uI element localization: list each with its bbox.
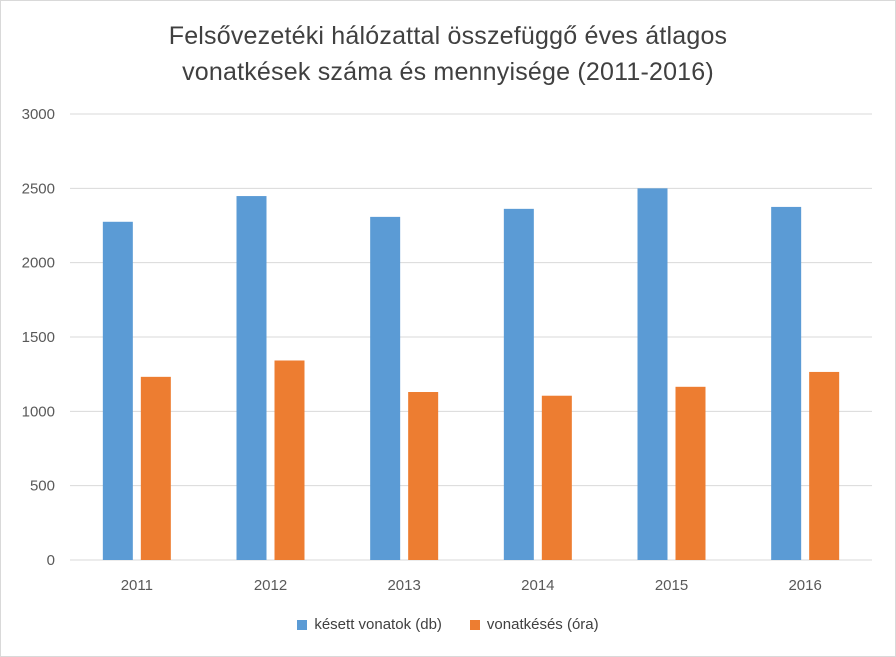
legend-item-delayed-trains: késett vonatok (db): [297, 616, 442, 633]
y-tick-label: 2000: [22, 255, 55, 272]
chart-title-line-1: Felsővezetéki hálózattal összefüggő éves…: [168, 22, 728, 50]
legend-swatch-delay-hours: [469, 619, 480, 630]
x-tick-label: 2011: [121, 577, 153, 594]
bar-delay-hours-2016: [809, 371, 840, 560]
bars: [102, 188, 840, 561]
bar-delay-hours-2012: [274, 360, 305, 560]
x-tick-label: 2014: [521, 577, 554, 594]
legend-swatch-delayed-trains: [297, 619, 308, 630]
legend-label-delay-hours: vonatkésés (óra): [486, 616, 599, 633]
gridlines: [70, 113, 872, 561]
chart-title: Felsővezetéki hálózattal összefüggő éves…: [0, 18, 896, 90]
x-tick-label: 2013: [387, 577, 420, 594]
bar-delayed-trains-2011: [102, 221, 133, 561]
legend-item-delay-hours: vonatkésés (óra): [469, 616, 599, 633]
legend-label-delayed-trains: késett vonatok (db): [314, 616, 442, 633]
bar-delay-hours-2015: [675, 386, 706, 560]
legend: késett vonatok (db) vonatkésés (óra): [0, 616, 896, 633]
y-axis-ticks: 0 500 1000 1500 2000 2500 3000: [22, 106, 55, 569]
bar-delay-hours-2013: [408, 392, 439, 560]
bar-delayed-trains-2013: [370, 216, 401, 561]
bar-delayed-trains-2014: [503, 208, 534, 560]
bar-delay-hours-2014: [541, 395, 572, 560]
bar-delay-hours-2011: [140, 376, 171, 560]
y-tick-label: 1000: [22, 403, 55, 420]
y-tick-label: 500: [30, 478, 55, 495]
y-tick-label: 3000: [22, 106, 55, 123]
bar-delayed-trains-2016: [771, 206, 802, 560]
chart-title-line-2: vonatkések száma és mennyisége (2011-201…: [182, 58, 714, 86]
x-tick-label: 2016: [788, 577, 821, 594]
x-tick-label: 2012: [254, 577, 287, 594]
bar-delayed-trains-2015: [637, 188, 668, 561]
y-tick-label: 1500: [22, 329, 55, 346]
y-tick-label: 0: [47, 552, 55, 569]
x-axis-ticks: 2011 2012 2013 2014 2015 2016: [121, 577, 822, 594]
bar-delayed-trains-2012: [236, 196, 267, 560]
x-tick-label: 2015: [655, 577, 688, 594]
y-tick-label: 2500: [22, 180, 55, 197]
